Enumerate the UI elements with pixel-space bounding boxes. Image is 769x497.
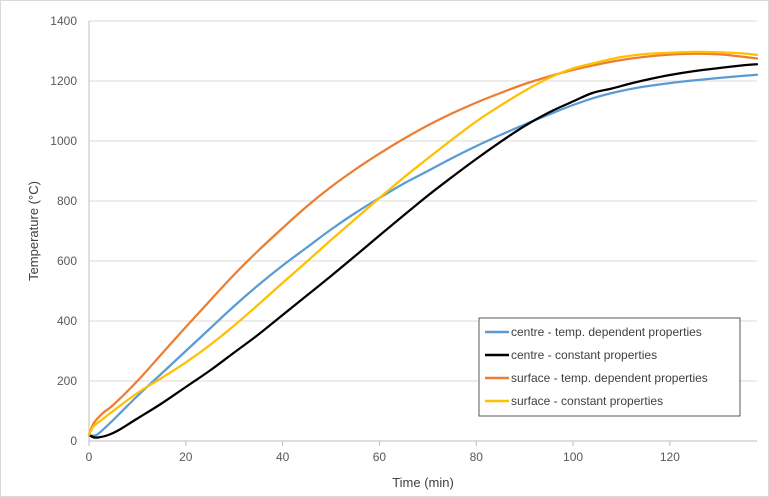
gridlines xyxy=(89,20,757,382)
legend-label-1: centre - temp. dependent properties xyxy=(511,325,702,339)
x-tick-label: 0 xyxy=(86,450,93,464)
y-tick-label: 1400 xyxy=(50,14,77,28)
series-line-2 xyxy=(87,63,759,439)
y-axis-title: Temperature (°C) xyxy=(26,181,41,281)
y-tick-label: 400 xyxy=(57,314,77,328)
axes: 0 200 400 600 800 1000 1200 1400 0 20 40 60 80 100 120 xyxy=(50,14,757,464)
y-tick-label: 200 xyxy=(57,374,77,388)
legend-label-2: centre - constant properties xyxy=(511,348,657,362)
y-tick-label: 1000 xyxy=(50,134,77,148)
x-tick-label: 40 xyxy=(276,450,290,464)
x-tick-label: 20 xyxy=(179,450,193,464)
y-tick-label: 800 xyxy=(57,194,77,208)
series-line-1 xyxy=(87,73,759,437)
legend: centre - temp. dependent properties centr… xyxy=(478,317,741,417)
series-line-4 xyxy=(87,50,759,437)
x-tick-label: 120 xyxy=(660,450,680,464)
y-tick-label: 1200 xyxy=(50,74,77,88)
y-tick-label: 600 xyxy=(57,254,77,268)
x-tick-label: 60 xyxy=(373,450,387,464)
x-tick-label: 80 xyxy=(470,450,484,464)
legend-box xyxy=(478,317,741,417)
legend-label-4: surface - constant properties xyxy=(511,394,663,408)
x-axis-title: Time (min) xyxy=(392,475,454,490)
series-lines xyxy=(87,50,759,439)
x-tick-label: 100 xyxy=(563,450,583,464)
series-line-3 xyxy=(87,52,759,437)
y-tick-label: 0 xyxy=(70,434,77,448)
legend-label-3: surface - temp. dependent properties xyxy=(511,371,708,385)
